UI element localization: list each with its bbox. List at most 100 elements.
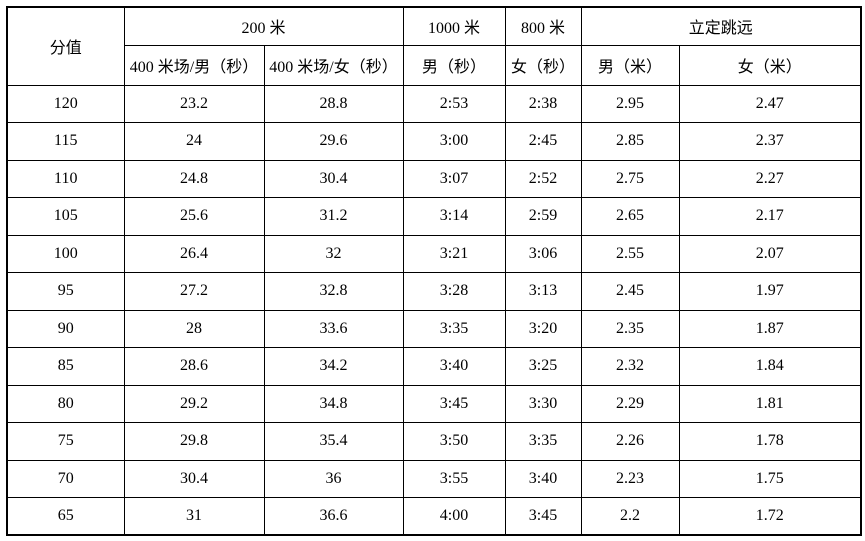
header-group-800m: 800 米 xyxy=(504,6,582,46)
table-row: 105 25.6 31.2 3:14 2:59 2.65 2.17 xyxy=(6,197,862,236)
cell-1000m-male: 3:45 xyxy=(402,384,506,423)
cell-200m-male: 23.2 xyxy=(123,84,265,123)
header-group-jump: 立定跳远 xyxy=(580,6,862,46)
header-jump-male: 男（米） xyxy=(580,44,680,86)
cell-200m-female: 29.6 xyxy=(263,122,404,161)
score-cell: 85 xyxy=(6,347,125,386)
cell-800m-female: 3:35 xyxy=(504,422,582,461)
cell-200m-female: 34.2 xyxy=(263,347,404,386)
header-1000m-male: 男（秒） xyxy=(402,44,506,86)
cell-jump-male: 2.95 xyxy=(580,84,680,123)
table-row: 70 30.4 36 3:55 3:40 2.23 1.75 xyxy=(6,459,862,498)
cell-jump-female: 2.17 xyxy=(678,197,862,236)
score-cell: 80 xyxy=(6,384,125,423)
score-cell: 65 xyxy=(6,497,125,536)
score-cell: 105 xyxy=(6,197,125,236)
cell-200m-male: 27.2 xyxy=(123,272,265,311)
cell-800m-female: 3:20 xyxy=(504,309,582,348)
score-cell: 75 xyxy=(6,422,125,461)
cell-800m-female: 3:40 xyxy=(504,459,582,498)
cell-jump-male: 2.65 xyxy=(580,197,680,236)
cell-800m-female: 2:45 xyxy=(504,122,582,161)
cell-200m-female: 36 xyxy=(263,459,404,498)
table-row: 90 28 33.6 3:35 3:20 2.35 1.87 xyxy=(6,309,862,348)
cell-jump-male: 2.85 xyxy=(580,122,680,161)
header-200m-male: 400 米场/男（秒） xyxy=(123,44,265,86)
cell-jump-male: 2.26 xyxy=(580,422,680,461)
cell-200m-female: 35.4 xyxy=(263,422,404,461)
cell-200m-male: 29.2 xyxy=(123,384,265,423)
cell-200m-male: 30.4 xyxy=(123,459,265,498)
cell-800m-female: 3:30 xyxy=(504,384,582,423)
cell-jump-male: 2.32 xyxy=(580,347,680,386)
cell-jump-male: 2.29 xyxy=(580,384,680,423)
table-row: 80 29.2 34.8 3:45 3:30 2.29 1.81 xyxy=(6,384,862,423)
table-row: 110 24.8 30.4 3:07 2:52 2.75 2.27 xyxy=(6,159,862,198)
cell-1000m-male: 3:07 xyxy=(402,159,506,198)
cell-200m-female: 34.8 xyxy=(263,384,404,423)
cell-800m-female: 3:06 xyxy=(504,234,582,273)
cell-1000m-male: 3:14 xyxy=(402,197,506,236)
score-cell: 70 xyxy=(6,459,125,498)
table-row: 120 23.2 28.8 2:53 2:38 2.95 2.47 xyxy=(6,84,862,123)
cell-200m-female: 31.2 xyxy=(263,197,404,236)
cell-1000m-male: 3:21 xyxy=(402,234,506,273)
cell-jump-male: 2.75 xyxy=(580,159,680,198)
cell-jump-male: 2.55 xyxy=(580,234,680,273)
cell-jump-male: 2.23 xyxy=(580,459,680,498)
score-cell: 95 xyxy=(6,272,125,311)
cell-200m-female: 30.4 xyxy=(263,159,404,198)
cell-jump-female: 2.47 xyxy=(678,84,862,123)
cell-jump-female: 2.07 xyxy=(678,234,862,273)
cell-jump-female: 2.27 xyxy=(678,159,862,198)
header-jump-female: 女（米） xyxy=(678,44,862,86)
cell-800m-female: 3:25 xyxy=(504,347,582,386)
header-group-200m: 200 米 xyxy=(123,6,404,46)
cell-1000m-male: 3:40 xyxy=(402,347,506,386)
header-800m-female: 女（秒） xyxy=(504,44,582,86)
cell-200m-female: 32 xyxy=(263,234,404,273)
sports-score-table: 分值 200 米 1000 米 800 米 立定跳远 400 米场/男（秒） 4… xyxy=(6,6,863,536)
cell-1000m-male: 3:35 xyxy=(402,309,506,348)
cell-jump-female: 1.97 xyxy=(678,272,862,311)
cell-1000m-male: 4:00 xyxy=(402,497,506,536)
cell-jump-female: 1.84 xyxy=(678,347,862,386)
cell-jump-male: 2.45 xyxy=(580,272,680,311)
score-cell: 120 xyxy=(6,84,125,123)
cell-800m-female: 3:45 xyxy=(504,497,582,536)
cell-jump-male: 2.35 xyxy=(580,309,680,348)
table-row: 75 29.8 35.4 3:50 3:35 2.26 1.78 xyxy=(6,422,862,461)
table-row: 85 28.6 34.2 3:40 3:25 2.32 1.84 xyxy=(6,347,862,386)
cell-1000m-male: 3:50 xyxy=(402,422,506,461)
cell-1000m-male: 3:55 xyxy=(402,459,506,498)
header-group-1000m: 1000 米 xyxy=(402,6,506,46)
cell-jump-female: 1.87 xyxy=(678,309,862,348)
cell-200m-female: 28.8 xyxy=(263,84,404,123)
cell-800m-female: 3:13 xyxy=(504,272,582,311)
header-group-row: 分值 200 米 1000 米 800 米 立定跳远 xyxy=(6,6,862,86)
cell-200m-female: 32.8 xyxy=(263,272,404,311)
cell-200m-male: 28.6 xyxy=(123,347,265,386)
cell-jump-female: 1.72 xyxy=(678,497,862,536)
cell-200m-female: 36.6 xyxy=(263,497,404,536)
cell-jump-male: 2.2 xyxy=(580,497,680,536)
score-cell: 115 xyxy=(6,122,125,161)
cell-200m-male: 29.8 xyxy=(123,422,265,461)
cell-jump-female: 1.78 xyxy=(678,422,862,461)
header-200m-female: 400 米场/女（秒） xyxy=(263,44,404,86)
cell-jump-female: 1.81 xyxy=(678,384,862,423)
cell-800m-female: 2:52 xyxy=(504,159,582,198)
table-row: 95 27.2 32.8 3:28 3:13 2.45 1.97 xyxy=(6,272,862,311)
cell-200m-male: 26.4 xyxy=(123,234,265,273)
score-cell: 90 xyxy=(6,309,125,348)
header-score: 分值 xyxy=(6,6,125,86)
cell-200m-female: 33.6 xyxy=(263,309,404,348)
cell-1000m-male: 3:00 xyxy=(402,122,506,161)
cell-1000m-male: 2:53 xyxy=(402,84,506,123)
cell-200m-male: 24 xyxy=(123,122,265,161)
cell-800m-female: 2:59 xyxy=(504,197,582,236)
cell-1000m-male: 3:28 xyxy=(402,272,506,311)
table-row: 65 31 36.6 4:00 3:45 2.2 1.72 xyxy=(6,497,862,536)
cell-jump-female: 2.37 xyxy=(678,122,862,161)
